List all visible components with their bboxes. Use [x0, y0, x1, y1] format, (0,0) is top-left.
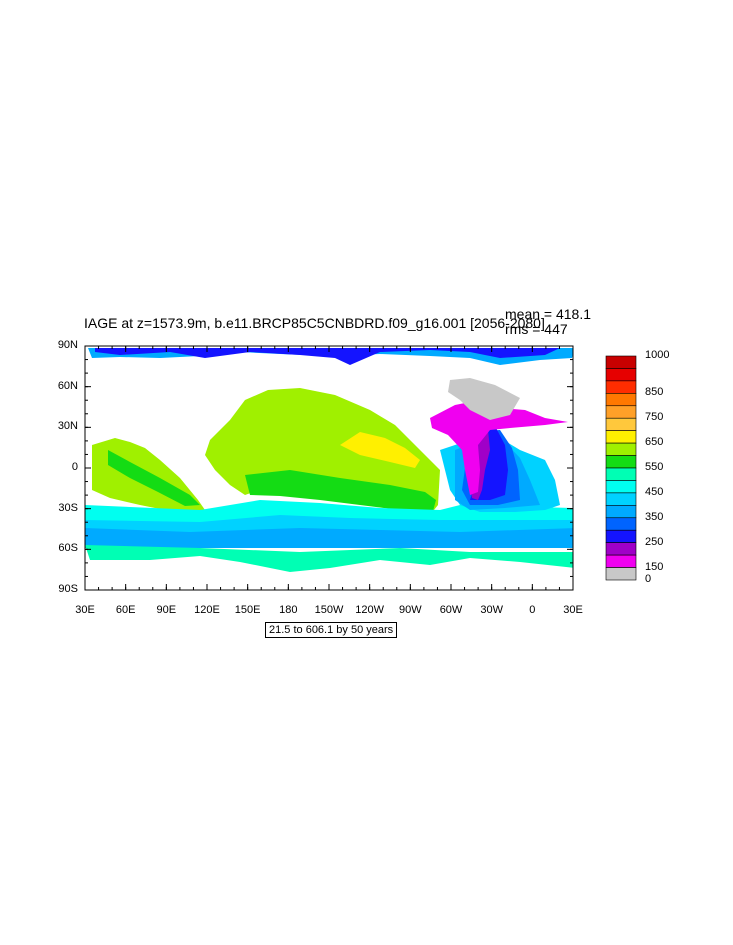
colorbar-swatch: [605, 505, 637, 519]
colorbar-swatch: [605, 430, 637, 444]
colorbar-label: 550: [645, 461, 664, 473]
indian-green-band: [108, 450, 200, 506]
rms-stat: rms = 447: [505, 321, 568, 337]
lat-label: 0: [71, 461, 78, 473]
colorbar-label: 150: [645, 560, 664, 573]
colorbar-swatch: [605, 368, 637, 382]
colorbar-label: 450: [645, 485, 664, 498]
lon-label: 90E: [156, 604, 177, 616]
lon-label: 150E: [234, 604, 261, 616]
colorbar-label: 650: [645, 436, 664, 449]
lon-label: 0: [529, 604, 536, 616]
colorbar-swatch: [605, 480, 637, 494]
plot-title: IAGE at z=1573.9m, b.e11.BRCP85C5CNBDRD.…: [84, 315, 545, 331]
iage-field: [85, 348, 573, 572]
colorbar-swatch: [605, 567, 637, 581]
colorbar-swatch: [605, 417, 637, 431]
lon-label: 30W: [480, 604, 503, 616]
lon-label: 60E: [115, 604, 136, 616]
colorbar-swatch: [605, 405, 637, 419]
lat-label: 90N: [57, 339, 78, 351]
north-atlantic-gray: [448, 378, 520, 420]
arctic-deep: [95, 348, 560, 365]
colorbar-label: 850: [645, 386, 664, 399]
colorbar: [605, 355, 637, 581]
colorbar-swatch: [605, 455, 637, 469]
colorbar-label: 350: [645, 510, 664, 523]
colorbar-swatch: [605, 492, 637, 506]
south-pacific-green: [245, 470, 436, 515]
lat-label: 60S: [58, 542, 78, 555]
lon-label: 120E: [194, 604, 220, 616]
colorbar-swatch: [605, 529, 637, 543]
colorbar-swatch: [605, 380, 637, 394]
southern-ocean-aqua: [85, 545, 573, 572]
colorbar-swatch: [605, 355, 637, 369]
colorbar-swatch: [605, 442, 637, 456]
lon-label: 150W: [314, 604, 344, 616]
lon-label: 180: [279, 604, 298, 616]
lon-label: 120W: [355, 604, 385, 616]
colorbar-swatch: [605, 554, 637, 568]
colorbar-swatch: [605, 517, 637, 531]
lon-label: 30E: [75, 604, 95, 616]
colorbar-swatch: [605, 542, 637, 556]
lat-label: 30N: [57, 420, 78, 433]
lon-label: 60W: [439, 604, 463, 616]
lat-label: 90S: [58, 583, 78, 595]
colorbar-label: 0: [645, 573, 652, 585]
colorbar-label: 750: [645, 411, 664, 424]
lon-label: 90W: [399, 604, 422, 616]
contour-range-label: 21.5 to 606.1 by 50 years: [265, 622, 398, 638]
colorbar-swatch: [605, 393, 637, 407]
southern-ocean-skyblue: [85, 528, 573, 548]
colorbar-swatch: [605, 467, 637, 481]
lat-label: 60N: [57, 379, 78, 392]
colorbar-label: 250: [645, 535, 664, 548]
lon-label: 30E: [563, 604, 583, 616]
lat-label: 30S: [58, 501, 78, 514]
mean-stat: mean = 418.1: [505, 306, 592, 322]
pacific-yellow-patch: [340, 432, 420, 468]
colorbar-label: 1000: [645, 349, 670, 361]
atlantic-magenta: [430, 400, 568, 495]
